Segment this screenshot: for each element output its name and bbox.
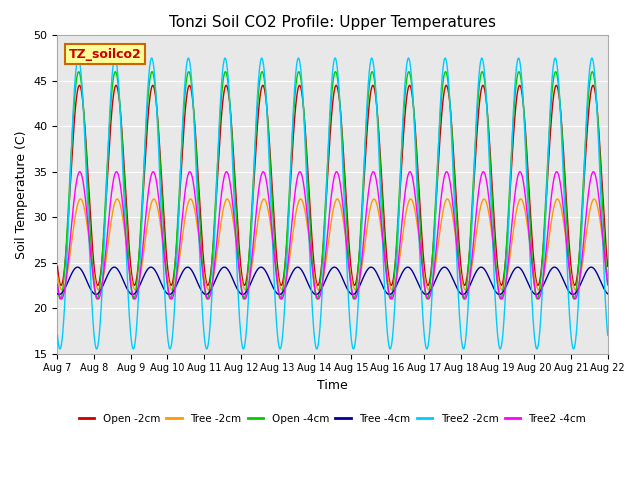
X-axis label: Time: Time: [317, 379, 348, 392]
Legend: Open -2cm, Tree -2cm, Open -4cm, Tree -4cm, Tree2 -2cm, Tree2 -4cm: Open -2cm, Tree -2cm, Open -4cm, Tree -4…: [75, 409, 591, 428]
Y-axis label: Soil Temperature (C): Soil Temperature (C): [15, 130, 28, 259]
Text: TZ_soilco2: TZ_soilco2: [68, 48, 141, 60]
Title: Tonzi Soil CO2 Profile: Upper Temperatures: Tonzi Soil CO2 Profile: Upper Temperatur…: [169, 15, 496, 30]
